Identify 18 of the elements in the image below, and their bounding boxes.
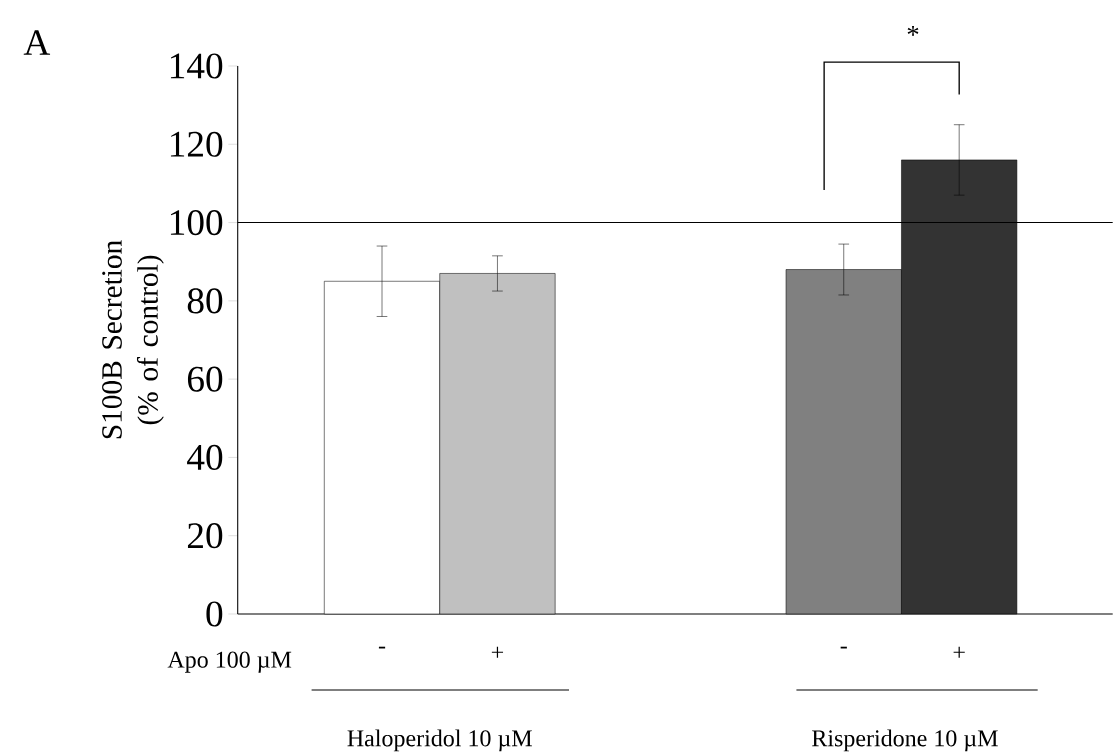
text: * — [907, 25, 919, 36]
y-tick-label: 60 — [187, 366, 223, 392]
x-tick-label: - — [378, 646, 386, 649]
y-tick-label: 80 — [187, 288, 223, 314]
text: A — [23, 30, 51, 55]
y-tick-label: 20 — [187, 523, 223, 549]
text: Apo 100 µM — [167, 651, 292, 673]
y-tick-label: 0 — [206, 601, 223, 627]
y-tick-label: 100 — [170, 209, 223, 236]
y-tick-label: 140 — [170, 53, 223, 79]
text: Haloperidol 10 µM — [347, 729, 532, 752]
x-tick-label: + — [953, 646, 965, 658]
x-tick-label: + — [491, 646, 504, 658]
y-axis-title: S100B Secretion (% of control) — [102, 240, 164, 439]
x-tick-label: - — [840, 646, 847, 649]
text: Risperidone 10 µM — [812, 729, 998, 752]
y-tick-label: 120 — [170, 131, 223, 157]
y-tick-label: 40 — [187, 444, 223, 470]
